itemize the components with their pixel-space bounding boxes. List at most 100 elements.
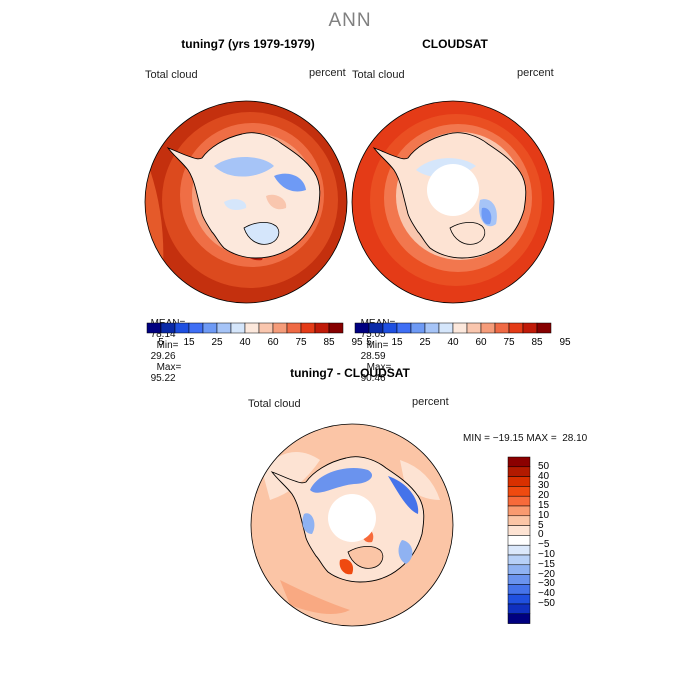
colorbar-swatch [382,322,398,334]
colorbar-swatch [507,603,531,615]
panel-title-model: tuning7 (yrs 1979-1979) [181,37,315,51]
colorbar-tick-label: −20 [538,568,555,580]
colorbar-swatch [507,584,531,595]
colorbar-swatch [507,613,531,624]
colorbar-swatch [272,322,288,334]
min-value: 28.59 [360,351,386,362]
map-obs [351,100,555,304]
colorbar-tick-label: 85 [323,337,335,348]
colorbar-tick-label: 85 [531,337,543,348]
difference-units: percent [412,396,449,408]
colorbar-swatch [160,322,176,334]
colorbar-swatch [202,322,218,334]
colorbar-swatch [188,322,204,334]
colorbar-tick-label: 60 [267,337,279,348]
colorbar-swatch [508,322,524,334]
colorbar-difference [507,456,531,624]
colorbar-tick-label: 15 [183,337,195,348]
panel-units-obs: percent [517,67,554,79]
colorbar-tick-label: 15 [538,500,550,511]
colorbar-swatch [410,322,426,334]
difference-title: tuning7 - CLOUDSAT [290,366,410,380]
colorbar-swatch [522,322,538,334]
colorbar-obs [354,322,552,334]
page-title: ANN [328,10,372,31]
colorbar-tick-label: −15 [538,558,555,570]
colorbar-swatch [507,466,531,477]
colorbar-swatch [507,574,531,585]
colorbar-tick-label: 25 [419,337,431,348]
colorbar-swatch [258,322,274,334]
difference-variable: Total cloud [248,398,301,410]
colorbar-swatch [368,322,384,334]
map-difference [250,423,454,627]
colorbar-tick-label: −5 [538,539,550,551]
colorbar-swatch [507,515,531,526]
panel-title-obs: CLOUDSAT [422,37,488,51]
colorbar-swatch [438,322,454,334]
colorbar-swatch [507,456,531,468]
colorbar-swatch [480,322,496,334]
colorbar-swatch [300,322,316,334]
colorbar-swatch [536,322,552,334]
colorbar-swatch [507,476,531,487]
mean-value: 75.05 [360,329,386,340]
colorbar-tick-label: 15 [391,337,403,348]
colorbar-swatch [507,486,531,497]
colorbar-swatch [507,535,531,546]
colorbar-model [146,322,344,334]
colorbar-tick-label: 5 [538,519,544,531]
colorbar-swatch [314,322,330,334]
colorbar-swatch [507,564,531,575]
colorbar-tick-label: 60 [475,337,487,348]
panel-variable-model: Total cloud [145,69,198,81]
max-value: 90.46 [360,373,386,384]
mean-value: 78.14 [150,329,176,340]
colorbar-tick-label: 75 [295,337,307,348]
panel-variable-obs: Total cloud [352,69,405,81]
colorbar-tick-label: 0 [538,529,544,541]
colorbar-swatch [507,593,531,605]
colorbar-tick-label: 40 [538,470,550,482]
colorbar-tick-label: 5 [158,337,164,348]
colorbar-swatch [466,322,482,334]
colorbar-tick-label: 95 [559,337,571,348]
colorbar-swatch [507,554,531,566]
colorbar-tick-label: −10 [538,549,555,560]
colorbar-tick-label: 40 [447,337,459,348]
panel-units-model: percent [309,67,346,79]
colorbar-swatch [328,322,344,334]
colorbar-tick-label: 75 [503,337,515,348]
colorbar-swatch [507,525,531,536]
colorbar-tick-label: 30 [538,480,550,492]
colorbar-swatch [507,495,531,507]
colorbar-swatch [244,322,260,334]
max-value: 95.22 [150,373,176,384]
min-label: Min= [366,340,389,351]
colorbar-tick-label: 95 [351,337,363,348]
colorbar-tick-label: −30 [538,578,555,590]
colorbar-tick-label: 20 [538,490,550,502]
colorbar-swatch [396,322,412,334]
colorbar-tick-label: 10 [538,509,550,521]
colorbar-tick-label: −40 [538,588,555,600]
colorbar-swatch [424,322,440,334]
colorbar-swatch [216,322,232,334]
colorbar-swatch [174,322,190,334]
map-model [144,100,348,304]
colorbar-tick-label: −50 [538,598,555,609]
colorbar-swatch [146,322,162,334]
difference-minmax: MIN = −19.15 MAX = 28.10 [463,433,588,444]
max-label: Max= [366,362,392,373]
colorbar-swatch [507,544,531,556]
min-value: 29.26 [150,351,176,362]
colorbar-swatch [230,322,246,334]
colorbar-swatch [286,322,302,334]
max-label: Max= [156,362,182,373]
colorbar-tick-label: 40 [239,337,251,348]
colorbar-tick-label: 5 [366,337,372,348]
min-label: Min= [156,340,179,351]
colorbar-tick-label: 50 [538,460,550,472]
colorbar-swatch [452,322,468,334]
